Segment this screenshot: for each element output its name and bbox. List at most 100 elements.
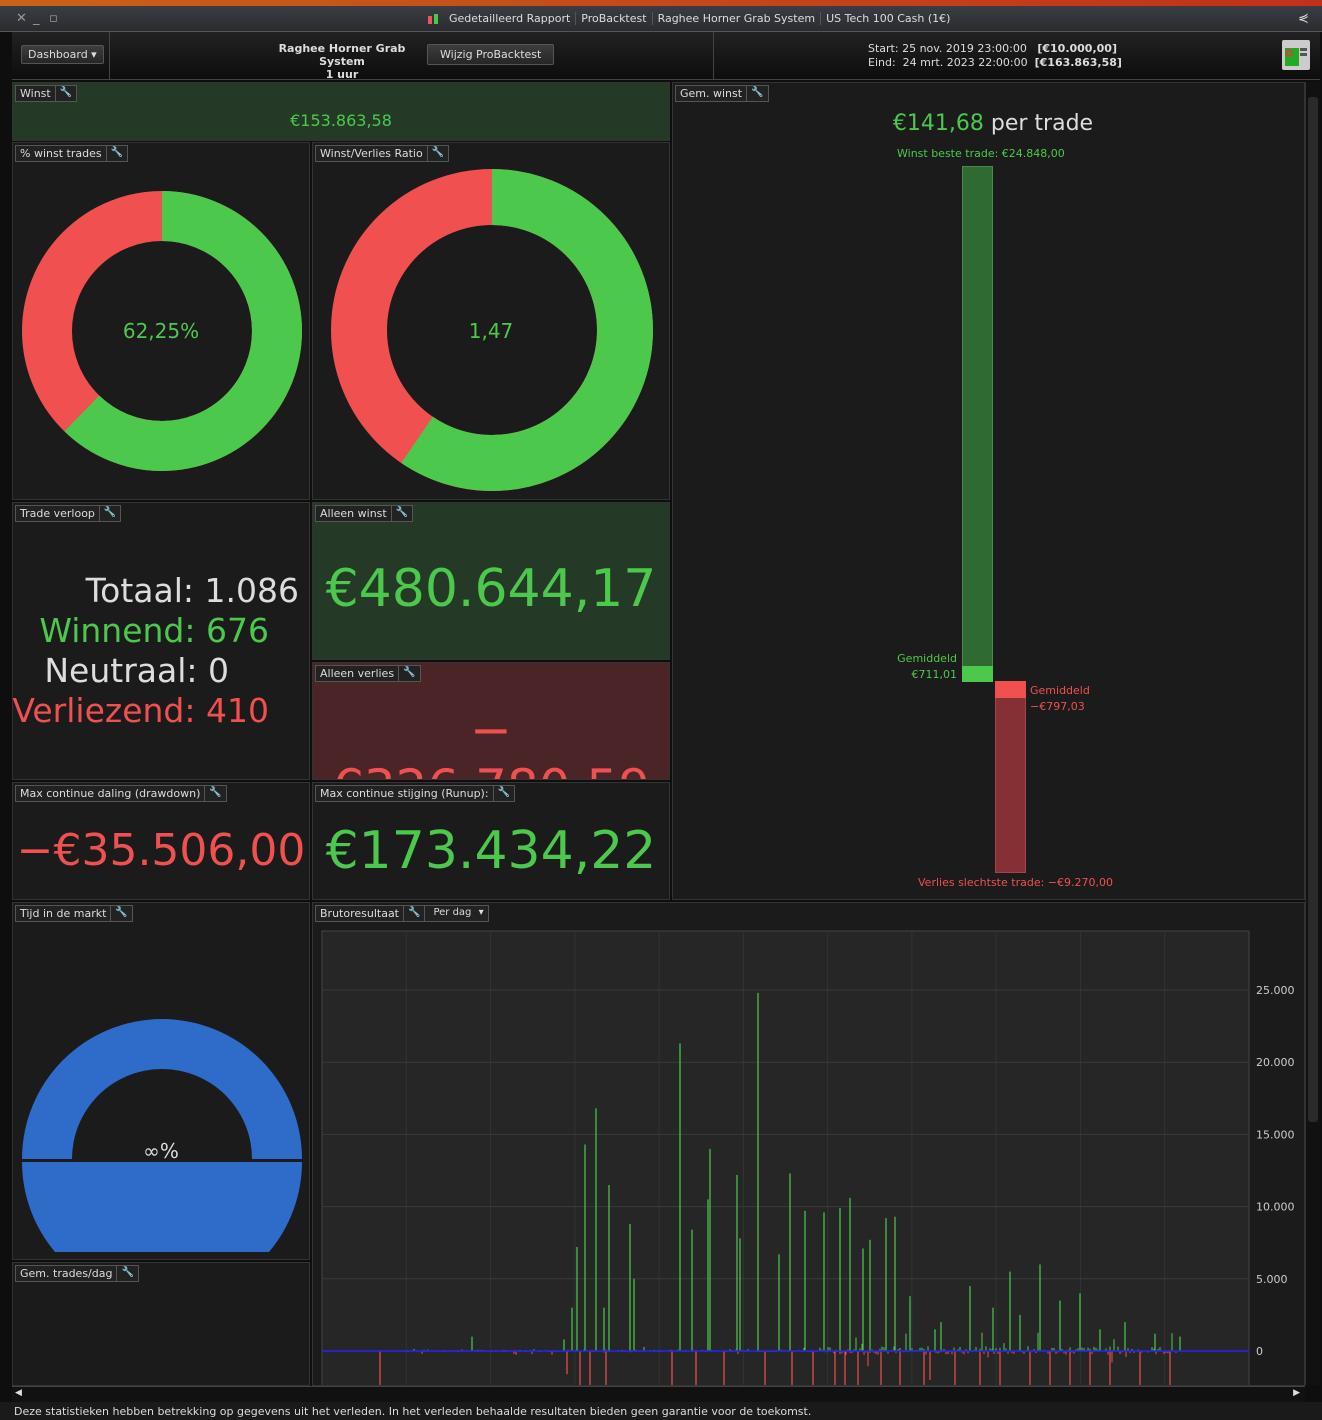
vertical-scrollbar[interactable] [1305, 82, 1320, 1385]
y-tick-label: 5.000 [1256, 1273, 1288, 1286]
panel-trades: Trade verloop 🔧 Totaal: 1.086 Winnend: 67… [12, 502, 310, 780]
market-gauge [22, 1019, 302, 1252]
wrench-icon[interactable]: 🔧 [746, 86, 767, 101]
avg-win-value: €711,01 [911, 668, 958, 681]
total-label: Totaal: [85, 571, 195, 610]
gauge-fill [22, 1162, 302, 1252]
panel-ratio: Winst/Verlies Ratio 🔧 1,47 [312, 142, 670, 500]
y-tick-label: 15.000 [1256, 1128, 1295, 1141]
wrench-icon[interactable]: 🔧 [98, 506, 120, 521]
avg-win-label: Gemiddeld [897, 652, 957, 665]
panel-title: Trade verloop [20, 507, 95, 520]
neutral-label: Neutraal: [44, 651, 198, 690]
market-value: ∞% [143, 1139, 179, 1163]
scroll-right-icon[interactable]: ▶ [1293, 1388, 1300, 1398]
wrench-icon[interactable]: 🔧 [390, 506, 412, 521]
title-bar: ✕ _ ▫ Gedetailleerd Rapport ProBacktest … [0, 6, 1322, 32]
gross-result-chart: 0 5.000 10.000 15.000 20.000 25.000 [321, 930, 1295, 1385]
panel-trades-per-day: Gem. trades/dag 🔧 [12, 1262, 310, 1386]
wrench-icon[interactable]: 🔧 [398, 666, 419, 681]
divider [109, 32, 110, 80]
end-capital: [€163.863,58] [1034, 56, 1122, 69]
share-icon[interactable]: ⋞ [1298, 11, 1309, 26]
donut-win-slice [22, 191, 302, 471]
candlestick-icon [426, 12, 440, 26]
worst-trade-bar [995, 681, 1026, 873]
wrench-icon[interactable]: 🔧 [204, 786, 225, 801]
disclaimer: Deze statistieken hebben betrekking op g… [0, 1402, 1322, 1420]
report-settings-icon[interactable] [1282, 40, 1310, 70]
horizontal-scrollbar[interactable]: ◀ ▶ [12, 1386, 1305, 1402]
end-date: 24 mrt. 2023 22:00:00 [902, 56, 1028, 69]
winst-value: €153.863,58 [290, 111, 392, 130]
period-label: Per dag [433, 907, 472, 918]
avg-value: €141,68 [892, 111, 984, 136]
edit-probacktest-button[interactable]: Wijzig ProBacktest [427, 44, 555, 65]
dashboard-label: Dashboard [28, 48, 88, 61]
y-tick-label: 10.000 [1256, 1201, 1295, 1214]
crumb-instrument[interactable]: US Tech 100 Cash (1€) [826, 12, 951, 25]
panel-tab: Winst 🔧 [15, 85, 78, 102]
wrench-icon[interactable]: 🔧 [426, 146, 448, 161]
divider [713, 32, 714, 80]
minimize-icon[interactable]: _ [33, 11, 40, 26]
y-tick-label: 20.000 [1256, 1056, 1295, 1069]
only-loss-value: −€326.780,59 [332, 701, 650, 779]
panel-title: Alleen verlies [320, 667, 395, 680]
crumb-probacktest[interactable]: ProBacktest [576, 12, 653, 25]
panel-title: Brutoresultaat [320, 907, 399, 920]
scroll-left-icon[interactable]: ◀ [15, 1388, 22, 1398]
avg-loss-marker [995, 681, 1026, 698]
runup-value: €173.434,22 [325, 821, 657, 881]
best-trade: Winst beste trade: €24.848,00 [897, 147, 1065, 160]
ratio-donut [331, 169, 653, 491]
panel-market-time: Tijd in de markt 🔧 ∞% [12, 902, 310, 1260]
plot-area [321, 930, 1250, 1385]
period-dropdown[interactable]: Per dag ▾ [424, 906, 487, 921]
total-value: 1.086 [204, 571, 299, 610]
scroll-thumb[interactable] [1308, 97, 1318, 1122]
panel-pct-win: % winst trades 🔧 62,25% [12, 142, 310, 500]
end-label: Eind: [868, 56, 896, 69]
wrench-icon[interactable]: 🔧 [105, 146, 127, 161]
window-accent-strip [0, 0, 1322, 6]
panel-title: % winst trades [20, 147, 102, 160]
avg-suffix: per trade [990, 111, 1094, 136]
win-pct-value: 62,25% [122, 319, 200, 343]
start-date: 25 nov. 2019 23:00:00 [902, 42, 1027, 55]
panel-title: Winst [20, 87, 51, 100]
wrench-icon[interactable]: 🔧 [492, 786, 514, 801]
crumb-system[interactable]: Raghee Horner Grab System [653, 12, 822, 25]
win-pct-donut [22, 191, 302, 471]
close-icon[interactable]: ✕ [16, 11, 27, 26]
gauge-arc [22, 1019, 302, 1159]
panel-avg-win: Gem. winst 🔧 €141,68 per trade Winst best… [672, 82, 1305, 900]
wrench-icon[interactable]: 🔧 [110, 906, 131, 921]
dashboard-dropdown[interactable]: Dashboard ▾ [21, 45, 104, 64]
win-value: 676 [206, 611, 269, 650]
start-label: Start: [868, 42, 899, 55]
win-label: Winnend: [39, 611, 196, 650]
drawdown-value: −€35.506,00 [16, 825, 306, 876]
breadcrumb: Gedetailleerd Rapport ProBacktest Raghee… [444, 12, 955, 25]
panel-title: Gem. trades/dag [20, 1267, 113, 1280]
crumb-report[interactable]: Gedetailleerd Rapport [444, 12, 577, 25]
wrench-icon[interactable]: 🔧 [116, 1266, 137, 1281]
avg-loss-label: Gemiddeld [1030, 684, 1090, 697]
loss-label: Verliezend: [12, 691, 196, 730]
start-capital: [€10.000,00] [1037, 42, 1117, 55]
panel-title: Alleen winst [320, 507, 387, 520]
donut-win-slice [331, 169, 653, 491]
neutral-value: 0 [208, 651, 229, 690]
panel-gross-result: Brutoresultaat 🔧 Per dag ▾ 0 5.000 10.000 15.… [312, 902, 1305, 1386]
maximize-icon[interactable]: ▫ [49, 11, 58, 26]
only-win-value: €480.644,17 [325, 559, 657, 619]
avg-win-marker [962, 666, 993, 682]
wrench-icon[interactable]: 🔧 [403, 906, 424, 921]
system-name: Raghee Horner Grab System [278, 42, 406, 68]
best-trade-bar [962, 166, 993, 682]
avg-loss-value: −€797,03 [1030, 700, 1085, 713]
panel-title: Gem. winst [680, 87, 743, 100]
wrench-icon[interactable]: 🔧 [54, 86, 76, 101]
panel-runup: Max continue stijging (Runup): 🔧 €173.434… [312, 782, 670, 900]
